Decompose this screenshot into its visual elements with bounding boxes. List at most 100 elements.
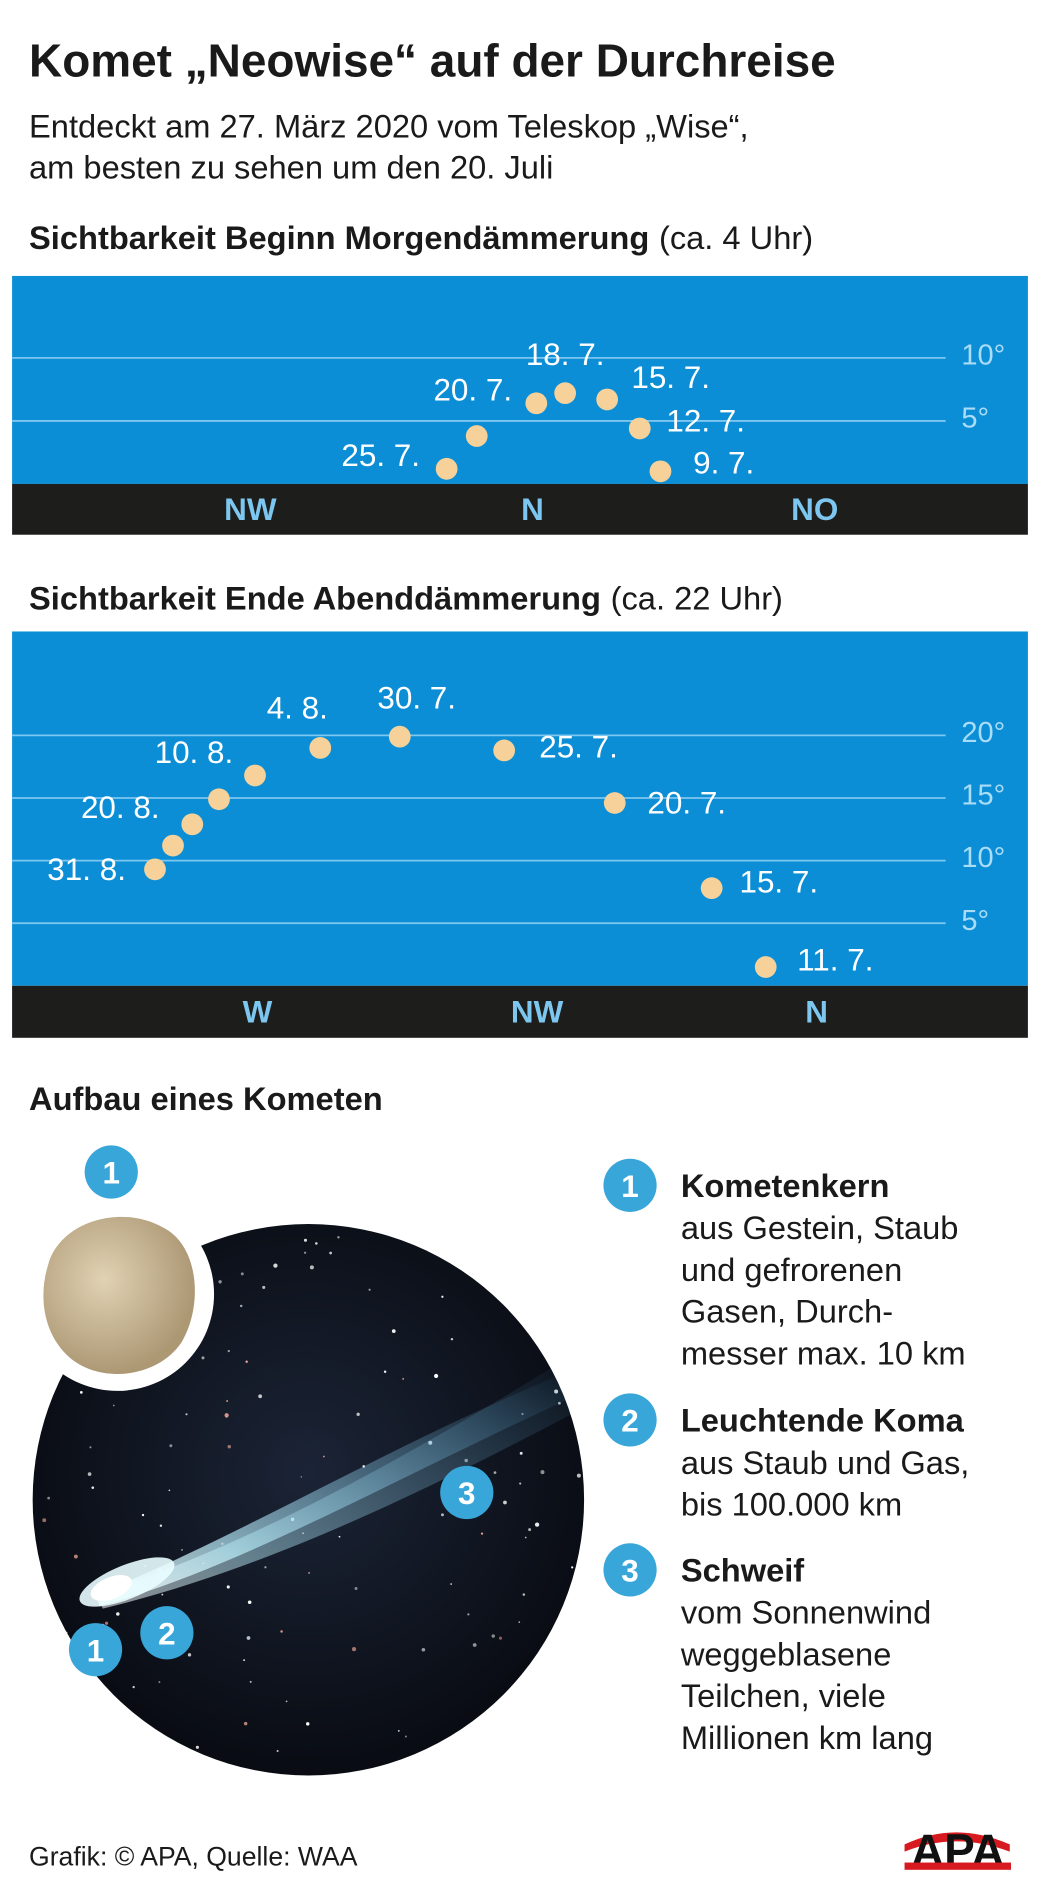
- chart: Sichtbarkeit Beginn Morgendämmerung (ca. …: [12, 219, 1028, 535]
- star: [308, 1571, 311, 1574]
- star: [91, 1486, 95, 1489]
- y-tick-label: 20°: [961, 717, 1005, 749]
- star: [421, 1752, 426, 1756]
- point-label: 18. 7.: [526, 337, 605, 372]
- star: [168, 1489, 171, 1492]
- logo: APA: [904, 1824, 1011, 1876]
- star: [303, 1251, 307, 1254]
- star: [34, 1420, 39, 1425]
- item-text: und gefrorenen: [681, 1251, 902, 1288]
- star: [519, 1451, 523, 1455]
- point: [208, 788, 230, 811]
- star: [273, 1263, 278, 1268]
- plot-area: [12, 631, 1028, 986]
- subtitle: Entdeckt am 27. März 2020 vom Teleskop „…: [29, 107, 749, 144]
- star: [552, 1665, 556, 1668]
- star: [185, 1413, 188, 1416]
- star: [493, 1471, 497, 1474]
- star: [519, 1482, 522, 1485]
- star: [309, 1265, 314, 1270]
- badge: [603, 1393, 657, 1447]
- star: [104, 1621, 109, 1625]
- y-tick-label: 15°: [961, 780, 1005, 812]
- item-text: weggeblasene: [680, 1635, 892, 1672]
- item-text: vom Sonnenwind: [681, 1594, 931, 1631]
- star: [540, 1470, 545, 1475]
- star: [402, 1377, 405, 1380]
- title: Komet „Neowise“ auf der Durchreise: [29, 35, 836, 87]
- item-text: messer max. 10 km: [681, 1334, 966, 1371]
- point: [649, 460, 672, 483]
- point-label: 20. 7.: [433, 372, 512, 407]
- point: [493, 739, 516, 762]
- point: [435, 457, 458, 480]
- star: [338, 1535, 341, 1538]
- point-label: 25. 7.: [341, 438, 420, 473]
- x-tick-label: NO: [791, 492, 838, 527]
- star: [322, 1455, 325, 1458]
- point: [465, 425, 488, 447]
- star: [450, 1583, 453, 1585]
- star: [498, 1636, 503, 1640]
- item-text: bis 100.000 km: [681, 1485, 902, 1522]
- star: [397, 1729, 400, 1732]
- star: [240, 1272, 244, 1276]
- point: [525, 392, 548, 415]
- chart-title-main: Sichtbarkeit Ende Abenddämmerung: [29, 579, 601, 616]
- star: [491, 1634, 495, 1638]
- star: [465, 1769, 468, 1772]
- chart-title-note: (ca. 4 Uhr): [659, 219, 813, 256]
- star: [518, 1621, 521, 1623]
- star: [280, 1630, 283, 1633]
- point: [309, 737, 332, 759]
- star: [224, 1413, 229, 1418]
- star: [239, 1304, 243, 1308]
- badge-number: 1: [103, 1156, 120, 1191]
- star: [528, 1528, 532, 1532]
- star: [161, 1593, 164, 1596]
- point: [554, 382, 577, 405]
- chart-title: Sichtbarkeit Ende Abenddämmerung (ca. 22 …: [29, 579, 783, 616]
- point-label: 30. 7.: [377, 680, 456, 715]
- star: [227, 1445, 231, 1449]
- x-tick-label: N: [805, 994, 828, 1029]
- point-label: 11. 7.: [797, 942, 873, 977]
- x-tick-label: N: [521, 492, 544, 527]
- star: [89, 1446, 92, 1449]
- point: [162, 834, 184, 857]
- badge-number: 1: [621, 1169, 638, 1204]
- item-text: Millionen km lang: [681, 1719, 933, 1756]
- horizon-bar: [12, 985, 1028, 1038]
- point-label: 20. 8.: [81, 790, 160, 825]
- star: [87, 1472, 92, 1476]
- point: [603, 792, 626, 814]
- badge-number: 3: [621, 1554, 638, 1589]
- star: [315, 1242, 318, 1245]
- star: [276, 1750, 279, 1753]
- point-label: 10. 8.: [155, 735, 234, 770]
- star: [42, 1518, 47, 1523]
- star: [574, 1369, 576, 1371]
- section-title: Aufbau eines Kometen: [29, 1080, 383, 1117]
- point: [754, 956, 777, 978]
- item-text: aus Staub und Gas,: [681, 1444, 970, 1481]
- star: [285, 1700, 288, 1703]
- star: [187, 1653, 192, 1657]
- point: [244, 764, 266, 787]
- point: [628, 417, 651, 440]
- star: [258, 1394, 263, 1399]
- star: [356, 1412, 360, 1416]
- star: [441, 1295, 444, 1298]
- star: [503, 1500, 507, 1505]
- star: [303, 1238, 308, 1242]
- point-label: 4. 8.: [267, 691, 328, 726]
- star: [181, 1549, 183, 1551]
- star: [383, 1370, 387, 1374]
- point-label: 25. 7.: [539, 729, 618, 764]
- star: [116, 1612, 120, 1616]
- star: [32, 1396, 35, 1400]
- plot-area: [12, 275, 1028, 484]
- x-tick-label: NW: [511, 994, 564, 1029]
